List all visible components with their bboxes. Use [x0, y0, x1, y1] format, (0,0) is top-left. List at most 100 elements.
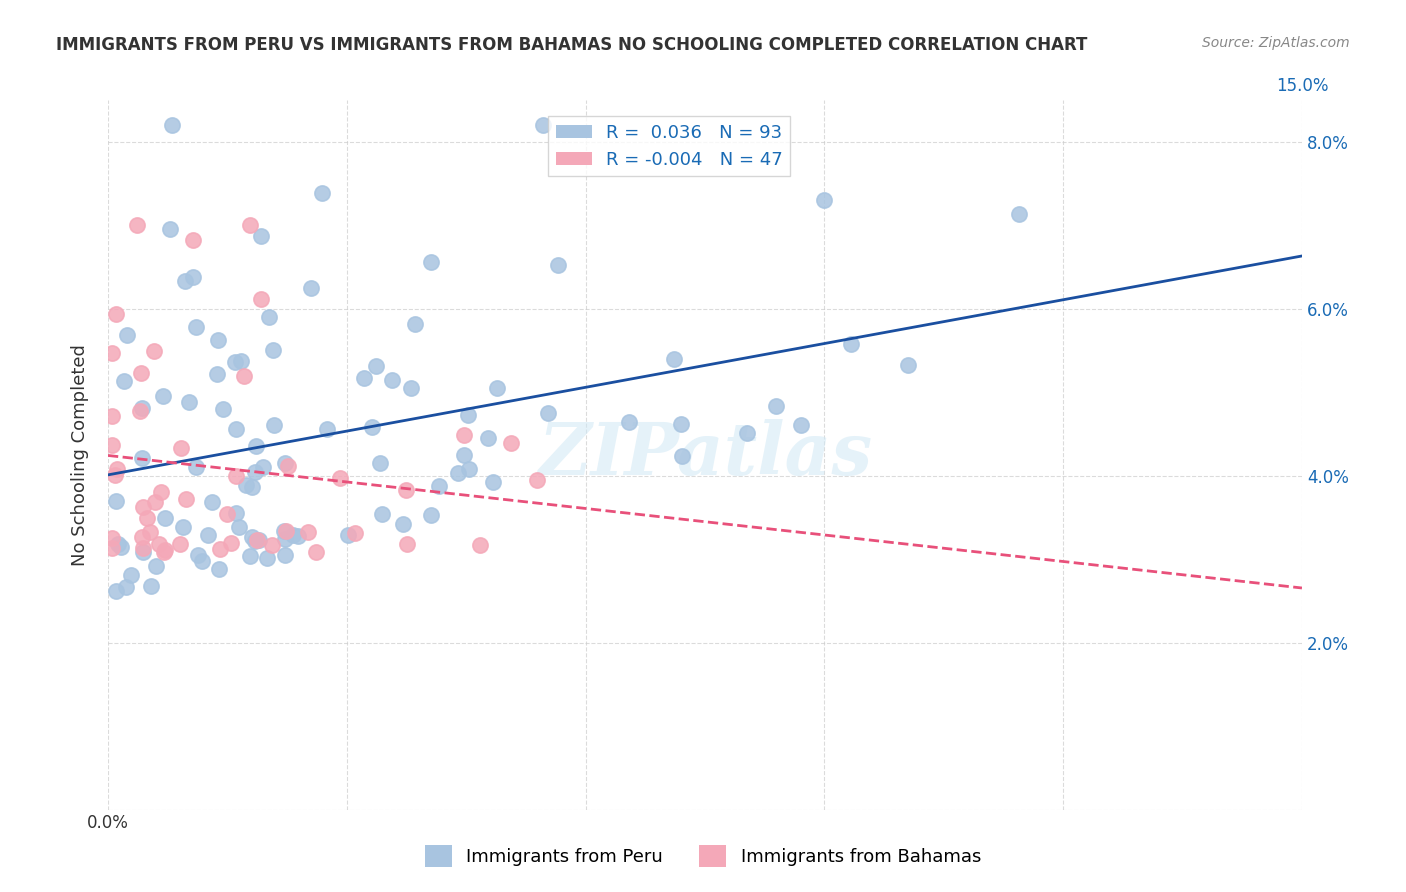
Point: [361, 420, 384, 434]
Point: [105, 308, 128, 322]
Point: [115, 328, 138, 343]
Point: [344, 526, 367, 541]
Point: [127, 219, 149, 233]
Point: [115, 581, 138, 595]
Point: [395, 483, 418, 497]
Point: [174, 274, 197, 288]
Point: [281, 527, 304, 541]
Point: [159, 222, 181, 236]
Point: [458, 462, 481, 476]
Point: [131, 530, 153, 544]
Point: [101, 541, 124, 555]
Point: [129, 404, 152, 418]
Point: [187, 548, 209, 562]
Point: [104, 467, 127, 482]
Legend: R =  0.036   N = 93, R = -0.004   N = 47: R = 0.036 N = 93, R = -0.004 N = 47: [548, 117, 790, 176]
Point: [132, 541, 155, 555]
Point: [224, 355, 246, 369]
Point: [143, 494, 166, 508]
Point: [1008, 206, 1031, 220]
Point: [105, 461, 128, 475]
Point: [277, 459, 299, 474]
Text: IMMIGRANTS FROM PERU VS IMMIGRANTS FROM BAHAMAS NO SCHOOLING COMPLETED CORRELATI: IMMIGRANTS FROM PERU VS IMMIGRANTS FROM …: [56, 36, 1088, 54]
Point: [311, 186, 333, 201]
Point: [153, 543, 176, 558]
Point: [243, 533, 266, 548]
Point: [208, 562, 231, 576]
Point: [256, 551, 278, 566]
Point: [250, 292, 273, 306]
Point: [170, 442, 193, 456]
Point: [499, 436, 522, 450]
Point: [765, 399, 787, 413]
Point: [101, 438, 124, 452]
Point: [381, 373, 404, 387]
Point: [477, 431, 499, 445]
Point: [252, 459, 274, 474]
Point: [263, 417, 285, 432]
Point: [485, 382, 508, 396]
Point: [235, 478, 257, 492]
Point: [101, 346, 124, 360]
Point: [239, 219, 262, 233]
Point: [419, 508, 441, 523]
Point: [457, 408, 479, 422]
Point: [404, 318, 426, 332]
Point: [366, 359, 388, 374]
Point: [274, 532, 297, 546]
Point: [107, 536, 129, 550]
Point: [233, 368, 256, 383]
Point: [149, 484, 172, 499]
Point: [735, 425, 758, 440]
Point: [274, 456, 297, 470]
Point: [531, 119, 554, 133]
Point: [247, 533, 270, 547]
Point: [537, 407, 560, 421]
Point: [211, 402, 233, 417]
Point: [172, 520, 194, 534]
Point: [246, 533, 269, 547]
Point: [790, 418, 813, 433]
Point: [240, 530, 263, 544]
Point: [110, 541, 132, 555]
Point: [669, 417, 692, 431]
Point: [453, 427, 475, 442]
Point: [139, 524, 162, 539]
Point: [225, 469, 247, 483]
Point: [132, 545, 155, 559]
Point: [273, 549, 295, 563]
Point: [190, 554, 212, 568]
Point: [299, 281, 322, 295]
Point: [132, 500, 155, 515]
Point: [215, 507, 238, 521]
Point: [186, 320, 208, 334]
Point: [131, 450, 153, 465]
Point: [101, 531, 124, 545]
Point: [152, 389, 174, 403]
Point: [104, 494, 127, 508]
Point: [152, 544, 174, 558]
Point: [205, 367, 228, 381]
Point: [148, 536, 170, 550]
Point: [229, 354, 252, 368]
Point: [396, 537, 419, 551]
Point: [482, 475, 505, 490]
Point: [468, 538, 491, 552]
Point: [257, 310, 280, 324]
Point: [209, 541, 232, 556]
Point: [169, 537, 191, 551]
Point: [526, 473, 548, 487]
Point: [160, 119, 183, 133]
Point: [420, 254, 443, 268]
Point: [839, 337, 862, 351]
Point: [371, 507, 394, 521]
Point: [179, 394, 201, 409]
Point: [245, 465, 267, 479]
Point: [155, 511, 177, 525]
Point: [225, 506, 247, 520]
Point: [112, 375, 135, 389]
Point: [174, 491, 197, 506]
Point: [368, 456, 391, 470]
Point: [671, 449, 693, 463]
Point: [392, 516, 415, 531]
